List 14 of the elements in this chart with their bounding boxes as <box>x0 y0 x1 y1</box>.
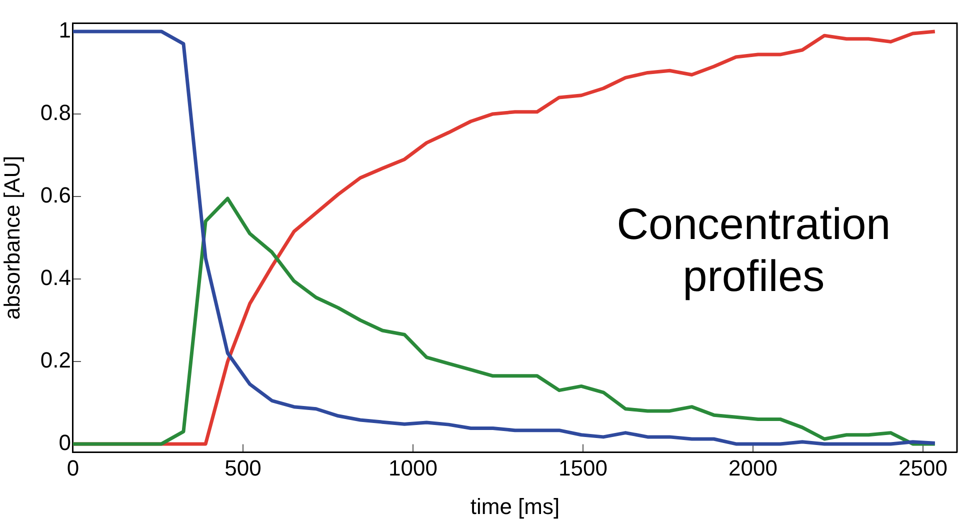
x-tick-label: 500 <box>224 455 262 480</box>
y-tick-label: 1 <box>58 18 71 43</box>
y-axis-title: absorbance [AU] <box>0 156 24 320</box>
annotation: Concentration profiles <box>616 200 891 301</box>
y-tick-label: 0.6 <box>40 182 71 208</box>
x-axis-title: time [ms] <box>470 494 560 519</box>
y-tick-label: 0.2 <box>40 348 71 373</box>
x-tick-label: 1000 <box>388 455 438 480</box>
y-tick-label: 0.8 <box>40 100 71 126</box>
y-tick-label: 0 <box>58 430 71 456</box>
x-tick-label: 2500 <box>898 455 948 480</box>
y-tick-label: 0.4 <box>40 265 71 290</box>
x-tick-label: 2000 <box>728 455 778 480</box>
x-tick-label: 1500 <box>558 455 608 480</box>
